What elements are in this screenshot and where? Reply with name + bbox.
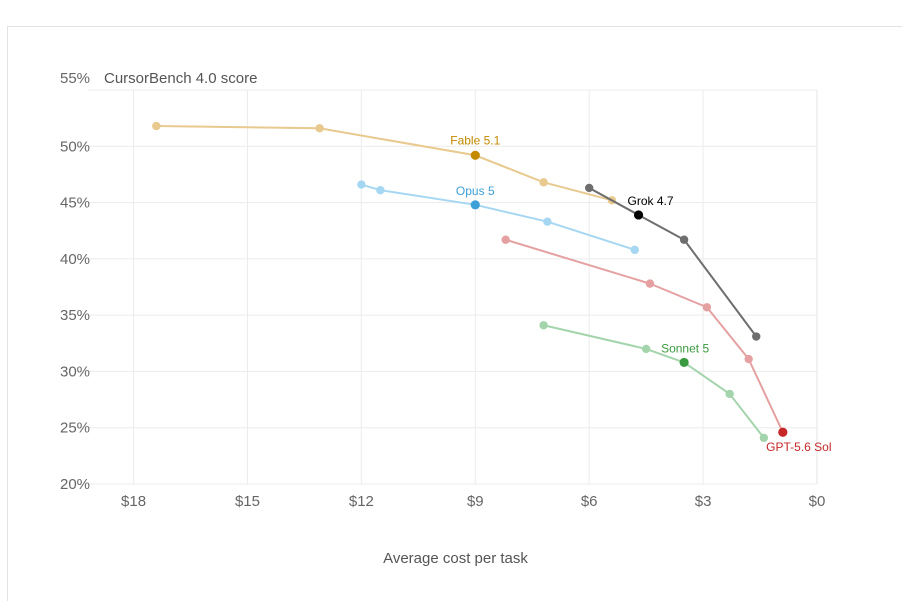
data-point-opus-5 — [630, 245, 639, 255]
data-point-fable-5-1 — [470, 150, 480, 160]
x-tick-label: $12 — [349, 493, 374, 510]
x-tick-label: $9 — [467, 493, 484, 510]
data-point-gpt-5-6-sol — [645, 279, 655, 288]
x-axis-title: Average cost per task — [383, 550, 528, 567]
series-labels: Fable 5.1 Opus 5 Grok 4.7 GPT-5.6 Sol Sonnet… — [450, 133, 831, 454]
y-tick-label: 40% — [60, 251, 90, 268]
y-tick-label: 50% — [60, 138, 90, 155]
data-point-grok-4-7 — [752, 332, 761, 341]
data-point-sonnet-5 — [679, 357, 689, 368]
series-label-fable-5-1: Fable 5.1 — [450, 133, 500, 147]
data-point-gpt-5-6-sol — [501, 235, 510, 244]
data-point-sonnet-5 — [539, 321, 548, 330]
data-point-grok-4-7 — [679, 235, 689, 244]
data-point-sonnet-5 — [759, 433, 769, 443]
chart-title: CursorBench 4.0 score — [104, 70, 257, 87]
series-line-grok-4-7 — [588, 187, 758, 338]
data-point-fable-5-1 — [539, 178, 548, 187]
data-point-grok-4-7 — [584, 183, 594, 193]
x-tick-label: $3 — [695, 493, 712, 510]
series-label-grok-4-7: Grok 4.7 — [628, 194, 674, 208]
data-point-sonnet-5 — [641, 344, 651, 354]
y-tick-label: 20% — [60, 476, 90, 493]
data-point-sonnet-5 — [725, 389, 734, 399]
series — [152, 121, 788, 443]
x-tick-label: $15 — [235, 493, 260, 510]
data-point-opus-5 — [470, 200, 480, 210]
y-tick-label: 30% — [60, 363, 90, 380]
data-point-opus-5 — [543, 217, 552, 226]
series-line-opus-5 — [361, 183, 636, 251]
grid — [88, 89, 818, 485]
data-point-fable-5-1 — [315, 124, 324, 133]
series-label-opus-5: Opus 5 — [456, 184, 495, 198]
y-axis: 50% 45% 40% 35% 30% 25% 20% 55% — [60, 70, 90, 493]
data-point-grok-4-7 — [633, 210, 644, 220]
data-point-fable-5-1 — [152, 121, 161, 131]
x-tick-label: $6 — [581, 493, 598, 510]
y-tick-label: 55% — [60, 70, 90, 87]
y-tick-label: 35% — [60, 307, 90, 324]
data-point-gpt-5-6-sol — [702, 303, 712, 312]
x-tick-label: $0 — [809, 493, 826, 510]
data-point-opus-5 — [357, 180, 366, 189]
series-label-sonnet-5: Sonnet 5 — [661, 341, 709, 355]
series-line-gpt-5-6-sol — [505, 238, 784, 433]
y-tick-label: 25% — [60, 420, 90, 437]
x-tick-label: $18 — [121, 493, 146, 510]
y-tick-label: 45% — [60, 195, 90, 212]
series-label-gpt-5-6-sol: GPT-5.6 Sol — [766, 440, 831, 454]
data-point-gpt-5-6-sol — [778, 427, 788, 437]
data-point-gpt-5-6-sol — [744, 354, 753, 364]
chart-frame — [7, 26, 902, 601]
series-line-sonnet-5 — [543, 324, 765, 439]
data-point-opus-5 — [376, 185, 385, 195]
x-axis: $18 $15 $12 $9 $6 $3 $0 — [121, 493, 825, 510]
